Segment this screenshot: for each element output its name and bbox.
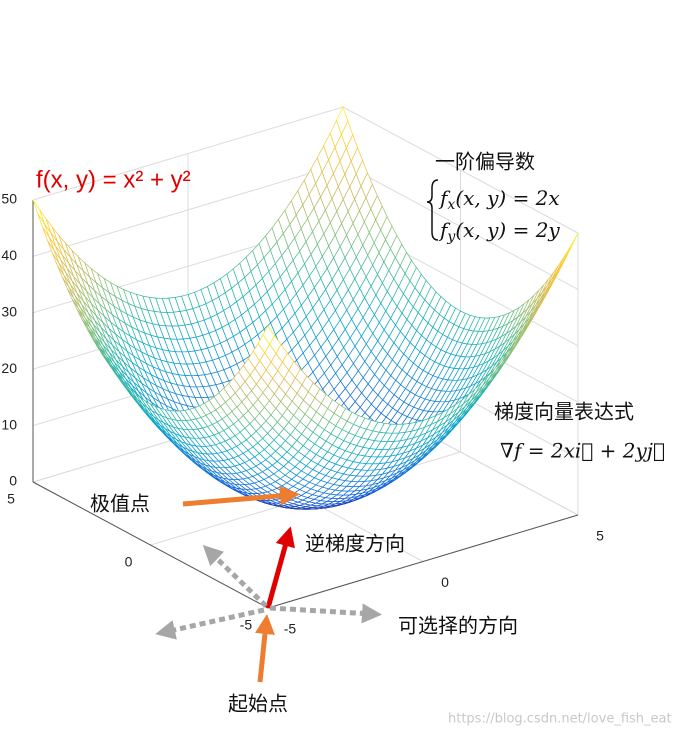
- negative-gradient-arrow: [265, 526, 295, 609]
- mesh-cell: [262, 325, 275, 346]
- x-tick-label: -5: [284, 621, 297, 637]
- partial-y: fy(x, y) = 2y: [438, 218, 560, 246]
- option-arrow: [269, 603, 382, 624]
- start-arrow: [255, 614, 275, 683]
- start-label: 起始点: [228, 692, 288, 716]
- chart-title: f(x, y) = x² + y²: [36, 166, 191, 193]
- y-axis: [32, 481, 269, 609]
- extremum-arrow: [182, 485, 300, 507]
- z-tick-label: 10: [1, 416, 17, 432]
- options-label: 可选择的方向: [398, 614, 518, 638]
- extremum-label: 极值点: [90, 492, 150, 516]
- negative-gradient-label: 逆梯度方向: [305, 532, 405, 556]
- z-tick-label: 30: [1, 304, 17, 320]
- option-arrow: [155, 607, 265, 640]
- watermark: https://blog.csdn.net/love_fish_eat: [448, 712, 672, 727]
- z-tick-label: 20: [1, 360, 17, 376]
- z-tick-label: 50: [1, 191, 17, 207]
- mesh-cell: [32, 199, 45, 224]
- x-tick-label: 5: [596, 528, 604, 544]
- option-arrow: [202, 545, 268, 608]
- surface-mesh: [32, 106, 579, 510]
- y-tick-label: 0: [125, 554, 133, 570]
- annotations: f(x, y) = x² + y² 一阶偏导数 fx(x, y) = 2x fy…: [36, 150, 672, 727]
- z-tick-label: 0: [9, 473, 17, 489]
- y-tick-label: -5: [240, 617, 253, 633]
- gradient-formula: ∇f = 2xi⃗ + 2yj⃗: [500, 439, 665, 463]
- brace: [426, 179, 439, 241]
- y-tick-label: 5: [7, 491, 15, 507]
- x-tick-label: 0: [441, 574, 449, 590]
- x-axis: [267, 514, 579, 609]
- z-tick-label: 40: [1, 247, 17, 263]
- partial-x: fx(x, y) = 2x: [438, 186, 560, 214]
- gradient-title: 梯度向量表达式: [494, 400, 634, 424]
- partials-title: 一阶偏导数: [435, 150, 535, 174]
